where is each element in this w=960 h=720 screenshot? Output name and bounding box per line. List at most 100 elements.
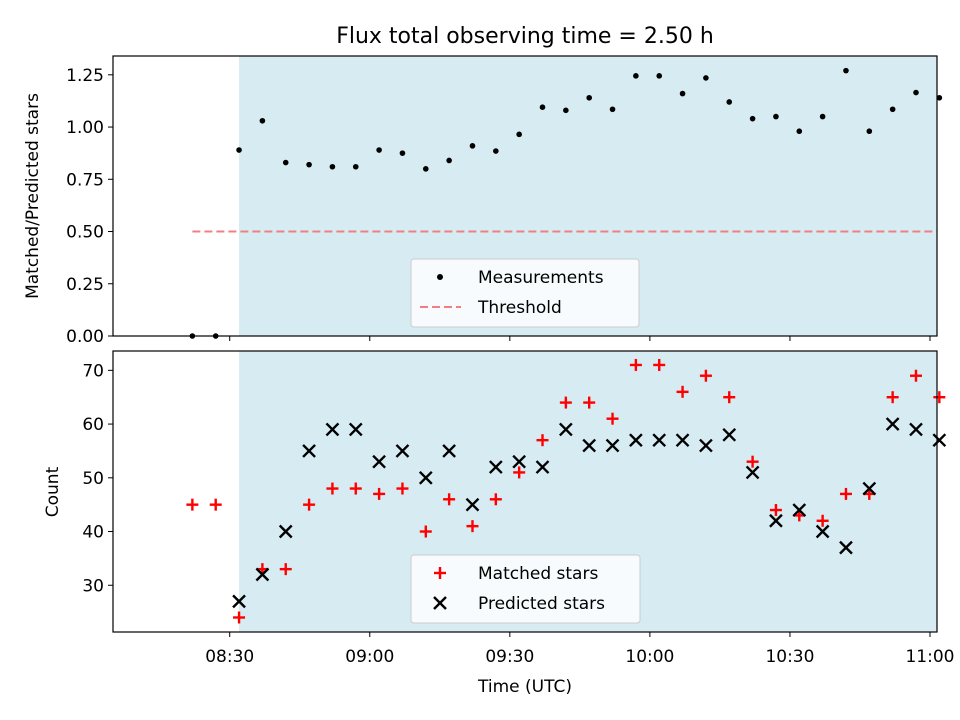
chart-title: Flux total observing time = 2.50 h [336,24,714,49]
x-tick-label: 09:30 [485,647,534,667]
x-axis-label: Time (UTC) [477,677,572,697]
measurement-point [563,107,569,114]
bottom-legend: Matched stars Predicted stars [410,554,641,624]
top-y-tick-label: 1.00 [66,118,104,138]
matched-star-point [559,396,572,409]
measurement-point [609,106,616,113]
predicted-star-point [278,524,293,539]
predicted-star-point [932,433,947,448]
predicted-star-point [582,438,597,453]
matched-star-point [909,369,922,382]
matched-star-point [816,514,829,527]
matched-star-point [279,563,292,576]
matched-star-point [699,369,712,382]
predicted-star-point [372,454,386,469]
matched-star-point [723,391,736,404]
bottom-legend-box [410,554,641,624]
matched-star-point [233,611,246,624]
x-tick-label: 09:00 [345,647,394,667]
predicted-star-point [512,454,527,469]
top-y-tick-label: 0.75 [66,170,104,190]
x-tick-label: 08:30 [205,647,254,667]
matched-star-point [513,466,526,479]
measurement-point [749,115,756,122]
matched-star-point [583,396,596,409]
measurement-point [633,73,639,79]
predicted-star-point [792,503,807,517]
measurement-point [703,75,709,81]
measurement-point [376,147,382,153]
measurement-point [936,94,943,101]
predicted-star-point [325,422,340,437]
matched-star-point [536,434,549,447]
predicted-star-point [465,497,480,512]
top-y-tick-label: 0.25 [66,275,104,295]
measurement-point [422,166,429,172]
bottom-y-tick-label: 70 [82,361,104,381]
predicted-star-point [232,594,246,609]
legend-predicted-marker [433,596,447,610]
measurement-point [656,73,663,79]
predicted-star-point [605,438,620,453]
top-legend: Measurements Threshold [410,258,640,328]
predicted-star-point [652,433,667,448]
legend-measurements-label: Measurements [478,268,604,288]
measurement-point [819,113,826,120]
measurement-point [446,157,452,164]
legend-matched-marker [434,567,446,579]
matched-star-point [349,482,362,495]
measurement-point [913,89,919,96]
predicted-star-point [535,460,550,474]
matched-star-point [886,391,899,404]
measurement-point [399,150,406,156]
measurement-point [773,113,779,120]
matched-star-point [326,482,339,495]
legend-matched-label: Matched stars [478,564,598,584]
matched-star-point [466,520,479,533]
predicted-star-point [862,481,877,496]
matched-star-point [746,455,759,468]
x-tick-label: 10:00 [625,647,674,667]
predicted-star-point [488,460,503,474]
predicted-star-point [769,513,783,528]
matched-star-point [396,482,409,495]
top-axes-frame [112,55,938,337]
matched-star-point [769,504,782,517]
legend-measurements-marker [437,274,443,280]
bottom-y-tick-label: 50 [82,469,104,489]
top-legend-box [410,258,640,328]
predicted-star-point [442,444,456,458]
matched-star-point [676,385,689,398]
measurement-point [236,147,242,153]
matched-star-point [303,498,316,511]
legend-predicted-label: Predicted stars [478,594,605,614]
predicted-star-point [348,422,363,437]
bottom-axes-frame [112,350,938,633]
predicted-star-point [302,444,316,458]
bottom-y-tick-label: 40 [82,523,104,543]
matched-star-point [443,493,456,506]
top-panel: Flux total observing time = 2.50 h 0.00 0… [23,24,943,347]
x-tick-label: 11:00 [905,647,954,667]
matched-star-point [186,498,199,511]
predicted-star-point [815,524,830,539]
predicted-star-point [745,465,760,480]
measurement-point [679,90,686,97]
measurement-point [516,131,522,138]
measurement-point [889,106,896,113]
measurement-point [493,148,499,154]
matched-star-point [489,493,502,506]
matched-star-point [839,487,852,500]
legend-threshold-label: Threshold [477,298,562,318]
matched-star-point [606,412,619,425]
matched-star-point [933,391,946,404]
measurement-point [259,117,266,124]
top-y-tick-label: 0.50 [66,223,104,243]
predicted-star-point [722,427,737,442]
measurement-point [352,163,359,170]
measurement-point [282,159,289,166]
predicted-star-point [395,444,410,458]
bottom-panel: 30 40 50 60 70 08:30 09:00 09:30 10:00 10:30 11:0… [43,350,954,697]
measurement-point [539,104,546,110]
predicted-star-point [418,470,433,485]
